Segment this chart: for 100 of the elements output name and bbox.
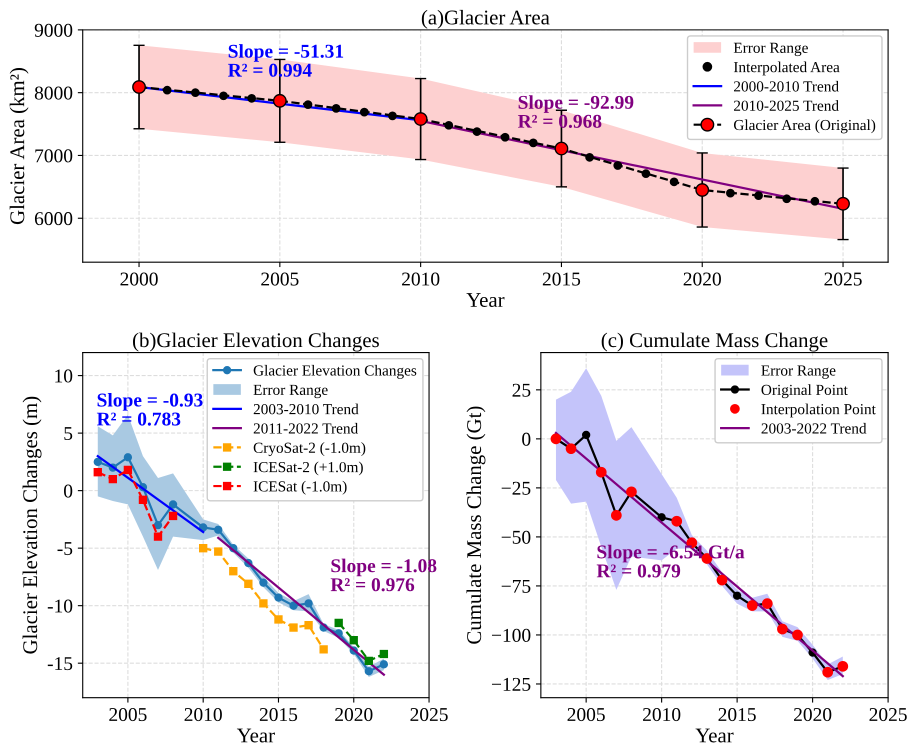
legend-label: Error Range [761,365,836,379]
point [247,94,256,103]
point [168,512,178,520]
point [124,466,132,474]
legend-label: 2003-2010 Trend [254,404,359,414]
legend-label: Error Range [734,42,808,56]
legend-label: 2000-2010 Trend [734,80,839,92]
x-tick-label: 2015 [542,272,580,286]
point [444,120,454,130]
x-tick-label: 2000 [120,272,158,286]
point [304,621,313,630]
point [138,496,148,504]
x-tick-label: 2025 [824,272,862,286]
legend-label: Glacier Area (Original) [734,119,876,134]
legend-label: Original Point [762,384,848,398]
point [360,108,369,116]
legend-label: Interpolated Area [734,62,840,76]
y-tick-label: 8000 [34,86,72,100]
x-tick-label: 2020 [794,708,832,722]
y-tick-label: 7000 [35,149,72,162]
point [585,152,594,162]
point [364,656,373,666]
x-tick-label: 2005 [568,708,605,722]
point [289,623,298,632]
chart-title: (a)Glacier Area [422,10,550,29]
point [350,636,358,644]
y-tick-label: 25 [512,384,530,397]
legend-label: 2011-2022 Trend [254,422,358,434]
y-tick-label: 0 [522,432,530,446]
y-tick-label: 0 [64,484,72,498]
chart-title: (b)Glacier Elevation Changes [133,332,379,352]
point [304,100,312,109]
point [319,645,328,654]
point [154,520,162,530]
y-tick-label: −25 [502,482,530,495]
point [782,194,792,204]
point [229,566,238,576]
point [259,578,268,587]
point [670,177,678,186]
point [334,618,343,628]
point [259,599,268,608]
x-tick-label: 2020 [335,708,372,722]
y-tick-label: 10 [55,369,72,383]
legend-label: 2003-2022 Trend [762,422,866,434]
legend-label: ICESat (-1.0m) [254,480,347,495]
legend-label: Glacier Elevation Changes [254,364,416,379]
y-tick-label: −75 [502,580,530,593]
x-tick-label: 2005 [261,272,299,286]
x-tick-label: 2010 [184,708,222,722]
point [642,169,650,178]
point [380,650,388,658]
annotation: Slope = -0.93 R² = 0.783 [96,392,203,426]
point [657,513,666,522]
point [168,500,178,509]
point [472,127,482,136]
legend-label: Error Range [254,384,328,398]
y-axis-title: Glacier Elevation Changes (m) [22,396,42,654]
point [124,453,132,462]
legend-label: ICESat-2 (+1.0m) [254,462,363,476]
point [108,474,117,484]
point [94,458,102,466]
point [219,91,228,100]
x-tick-label: 2015 [260,708,298,722]
x-axis-title: Year [236,728,275,742]
x-tick-label: 2010 [643,708,680,722]
point [274,615,283,624]
x-tick-label: 2025 [410,708,448,722]
y-axis-title: Glacier Area (km²) [10,68,29,224]
x-tick-label: 2005 [109,708,147,722]
point [380,660,388,669]
point [726,188,735,198]
point [199,544,208,552]
point [582,430,590,440]
point [214,526,222,534]
point [190,88,200,98]
legend-label: 2010-2025 Trend [734,100,839,111]
x-tick-label: 2010 [402,272,440,286]
x-tick-label: 2015 [718,708,756,722]
point [528,138,538,148]
point [754,191,763,200]
point [332,104,341,113]
point [364,667,373,676]
y-tick-label: -15 [48,657,72,670]
x-tick-label: 2025 [870,708,907,722]
y-tick-label: −50 [502,530,530,544]
y-tick-label: 9000 [34,24,72,37]
y-tick-label: -10 [48,599,72,613]
point [500,132,510,142]
point [304,599,313,608]
point [154,532,162,541]
point [214,547,222,556]
x-axis-title: Year [696,728,734,742]
x-axis-title: Year [466,293,504,307]
point [94,468,102,476]
y-tick-label: 5 [64,427,72,440]
legend-label: CryoSat-2 (-1.0m) [254,442,366,456]
y-tick-label: -5 [58,542,72,556]
y-axis-title: Cumulate Mass Change (Gt) [466,406,486,644]
point [388,112,397,120]
point [289,602,298,610]
